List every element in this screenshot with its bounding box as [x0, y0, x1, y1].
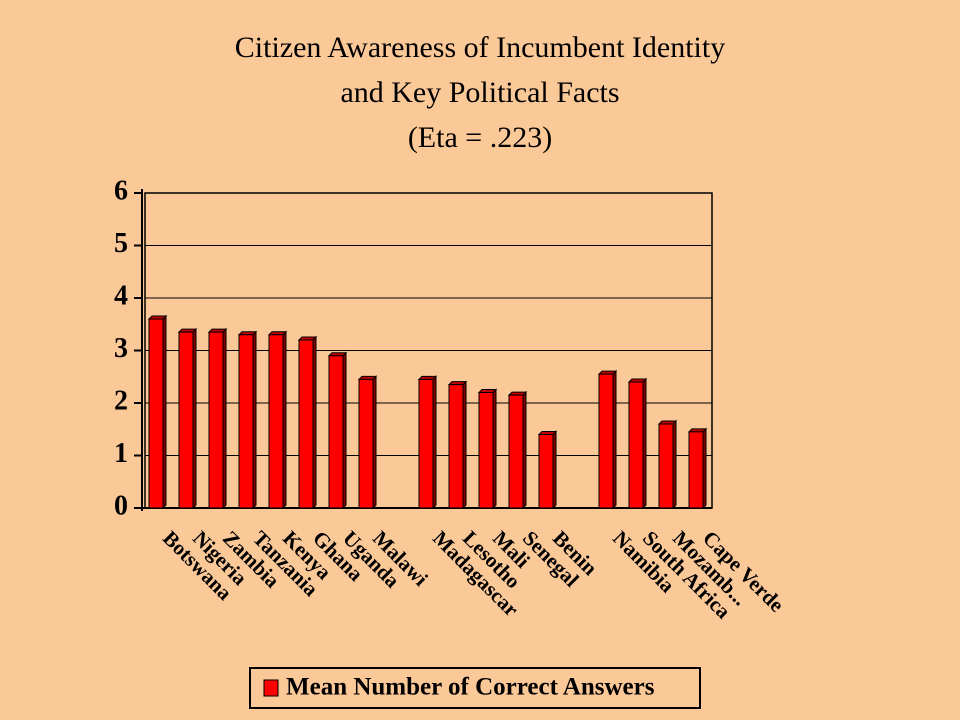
- bar: [238, 334, 254, 509]
- y-tick-label: 4: [114, 280, 128, 311]
- bar: [298, 339, 314, 509]
- bar: [268, 334, 284, 509]
- legend-box: [249, 667, 701, 709]
- legend-swatch: [263, 679, 279, 697]
- bar: [688, 431, 704, 509]
- bar: [538, 434, 554, 509]
- y-tick-label: 0: [114, 490, 128, 521]
- y-tick-label: 3: [114, 333, 128, 364]
- bar: [358, 378, 374, 509]
- bar: [598, 373, 614, 509]
- bar: [178, 331, 194, 509]
- chart-title: Citizen Awareness of Incumbent Identity: [235, 31, 725, 64]
- bar: [328, 355, 344, 509]
- bar: [658, 423, 674, 509]
- bar: [448, 384, 464, 509]
- y-tick-label: 6: [114, 175, 128, 206]
- bar: [478, 392, 494, 509]
- bar: [148, 318, 164, 509]
- bar: [508, 394, 524, 509]
- bar: [208, 331, 224, 509]
- bar: [628, 381, 644, 509]
- y-tick-label: 2: [114, 385, 128, 416]
- y-tick-label: 1: [114, 438, 128, 469]
- bar: [418, 378, 434, 509]
- chart-title: and Key Political Facts: [340, 76, 619, 109]
- chart-subtitle: (Eta = .223): [408, 121, 552, 154]
- y-tick-label: 5: [114, 228, 128, 259]
- legend-label: Mean Number of Correct Answers: [286, 674, 655, 701]
